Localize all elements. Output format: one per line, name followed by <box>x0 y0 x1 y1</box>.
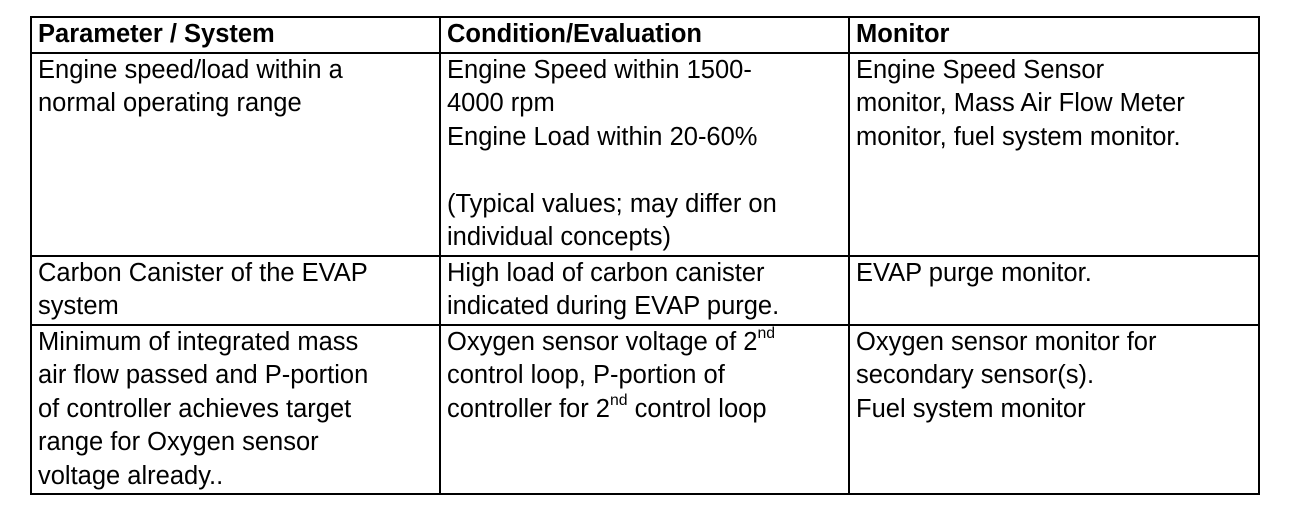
cell-monitor: Oxygen sensor monitor for secondary sens… <box>848 323 1260 495</box>
table-row: Engine speed/load within a normal operat… <box>30 51 1260 257</box>
cell-text-line: Engine Load within 20-60% <box>447 122 758 151</box>
cell-text-line: Engine Speed within 1500- <box>447 55 752 84</box>
table-row: Carbon Canister of the EVAP system High … <box>30 254 1260 326</box>
cell-text-line: Oxygen sensor voltage of 2nd <box>447 324 842 360</box>
cell-text-line: monitor, Mass Air Flow Meter <box>856 89 1185 117</box>
cell-text-line: indicated during EVAP purge. <box>447 292 780 320</box>
cell-text-line: system <box>38 292 119 320</box>
cell-text-line: EVAP purge monitor. <box>856 258 1092 287</box>
cell-note-line: individual concepts) <box>447 223 671 251</box>
cell-text-line: range for Oxygen sensor <box>38 428 319 456</box>
text-segment: controller for 2 <box>447 394 610 423</box>
cell-condition: Oxygen sensor voltage of 2nd control loo… <box>439 323 850 495</box>
cell-parameter: Engine speed/load within a normal operat… <box>30 51 441 257</box>
cell-text-line: Carbon Canister of the EVAP <box>38 258 368 287</box>
cell-text-line: 4000 rpm <box>447 89 555 117</box>
ordinal-superscript: nd <box>757 324 776 342</box>
cell-parameter: Carbon Canister of the EVAP system <box>30 254 441 326</box>
header-condition-evaluation: Condition/Evaluation <box>439 16 850 54</box>
cell-condition: Engine Speed within 1500- 4000 rpm Engin… <box>439 51 850 257</box>
cell-text-line: control loop, P-portion of <box>447 361 725 389</box>
cell-text-line: Engine Speed Sensor <box>856 55 1105 84</box>
cell-text-line: normal operating range <box>38 89 302 117</box>
monitor-conditions-table: Parameter / System Condition/Evaluation … <box>30 16 1260 495</box>
cell-text-line: monitor, fuel system monitor. <box>856 122 1181 151</box>
text-segment: control loop <box>627 394 767 423</box>
blank-line <box>447 154 842 188</box>
cell-text-line: secondary sensor(s). <box>856 361 1095 389</box>
ordinal-superscript: nd <box>610 391 628 409</box>
cell-text-line: voltage already.. <box>38 461 224 490</box>
header-parameter-system: Parameter / System <box>30 16 441 54</box>
cell-monitor: EVAP purge monitor. <box>848 254 1260 326</box>
cell-parameter: Minimum of integrated mass air flow pass… <box>30 323 441 495</box>
cell-condition: High load of carbon canister indicated d… <box>439 254 850 326</box>
header-monitor: Monitor <box>848 16 1260 54</box>
cell-text-line: High load of carbon canister <box>447 258 765 287</box>
table-header-row: Parameter / System Condition/Evaluation … <box>30 16 1260 54</box>
table-row: Minimum of integrated mass air flow pass… <box>30 323 1260 495</box>
cell-text-line: Fuel system monitor <box>856 394 1086 423</box>
cell-text-line: of controller achieves target <box>38 394 352 423</box>
cell-note-line: (Typical values; may differ on <box>447 189 777 218</box>
cell-text-line: controller for 2nd control loop <box>447 391 842 427</box>
cell-text-line: air flow passed and P-portion <box>38 361 369 389</box>
cell-text-line: Engine speed/load within a <box>38 55 343 84</box>
cell-text-line: Oxygen sensor monitor for <box>856 327 1157 356</box>
cell-text-line: Minimum of integrated mass <box>38 327 359 356</box>
cell-monitor: Engine Speed Sensor monitor, Mass Air Fl… <box>848 51 1260 257</box>
text-segment: Oxygen sensor voltage of 2 <box>447 327 758 356</box>
